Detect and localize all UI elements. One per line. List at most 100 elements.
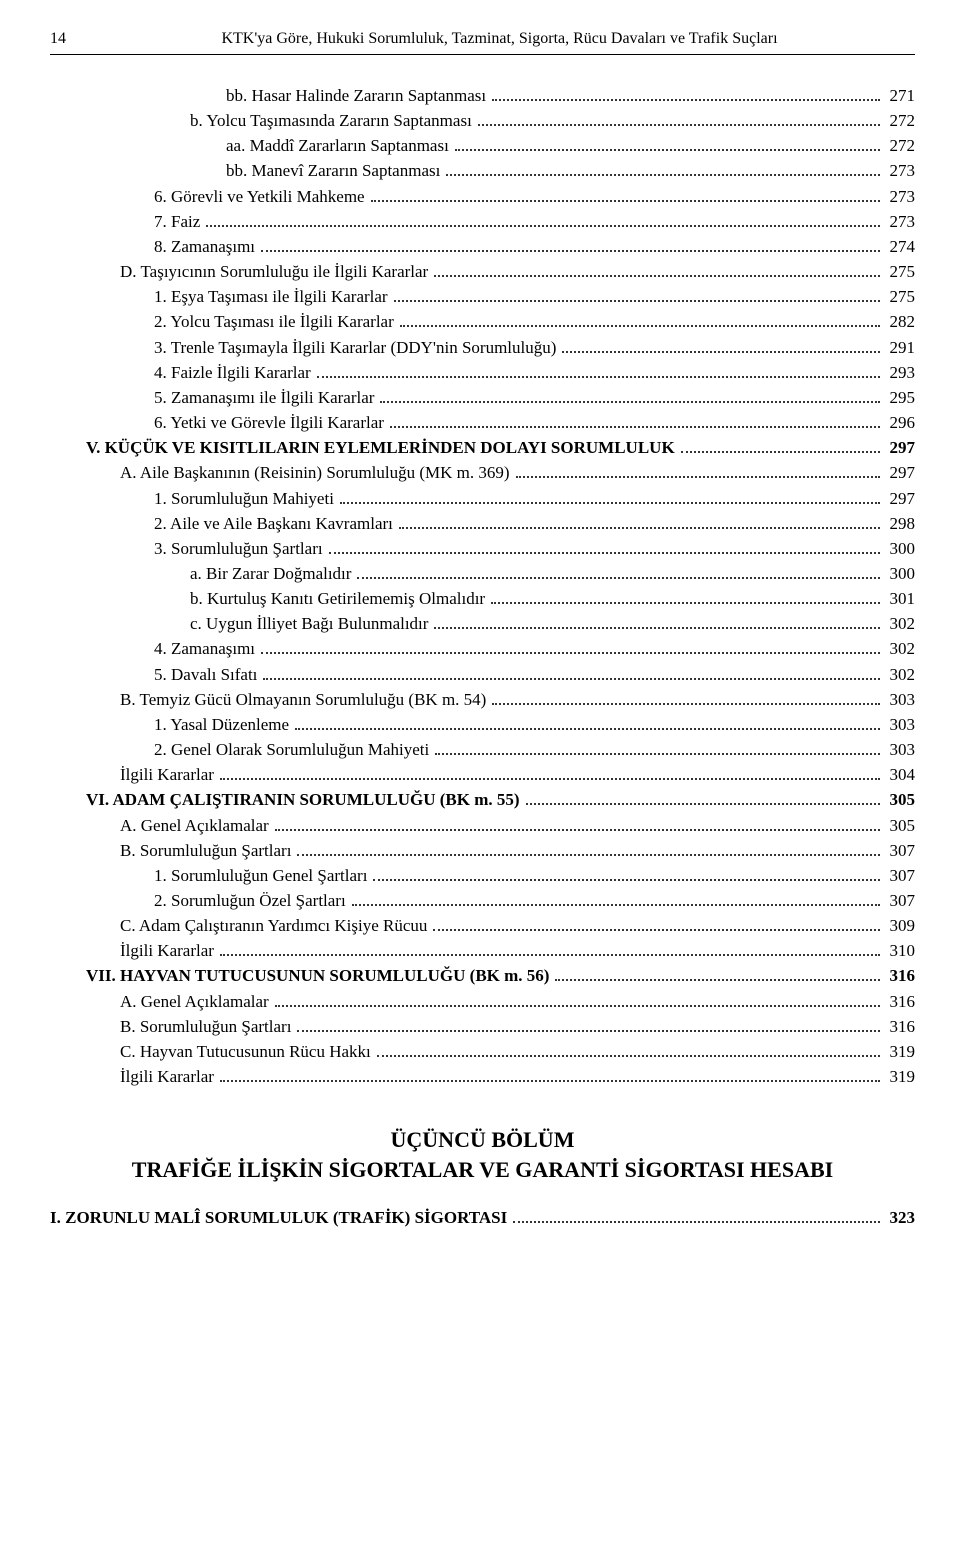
toc-entry: A. Genel Açıklamalar305 [50, 813, 915, 838]
toc-leader-dots [513, 1207, 879, 1223]
page-header: 14 KTK'ya Göre, Hukuki Sorumluluk, Tazmi… [50, 30, 915, 48]
toc-entry: I. ZORUNLU MALÎ SORUMLULUK (TRAFİK) SİGO… [50, 1205, 915, 1230]
document-page: 14 KTK'ya Göre, Hukuki Sorumluluk, Tazmi… [0, 0, 960, 1548]
toc-leader-dots [562, 336, 879, 352]
toc-leader-dots [446, 160, 879, 176]
toc-page-number: 310 [884, 938, 916, 963]
toc-label: VI. ADAM ÇALIŞTIRANIN SORUMLULUĞU (BK m.… [86, 787, 520, 812]
toc-label: 4. Zamanaşımı [154, 636, 255, 661]
toc-label: 4. Faizle İlgili Kararlar [154, 360, 311, 385]
toc-entry: 8. Zamanaşımı274 [50, 234, 915, 259]
toc-leader-dots [275, 814, 880, 830]
header-rule [50, 54, 915, 55]
toc-page-number: 274 [884, 234, 916, 259]
toc-entry: 3. Sorumluluğun Şartları300 [50, 536, 915, 561]
toc-page-number: 271 [884, 83, 916, 108]
header-title: KTK'ya Göre, Hukuki Sorumluluk, Tazminat… [84, 30, 915, 48]
toc-entry: b. Kurtuluş Kanıtı Getirilememiş Olmalıd… [50, 586, 915, 611]
toc-leader-dots [380, 386, 879, 402]
table-of-contents-2: I. ZORUNLU MALÎ SORUMLULUK (TRAFİK) SİGO… [50, 1205, 915, 1230]
toc-leader-dots [340, 487, 880, 503]
toc-leader-dots [555, 965, 879, 981]
toc-page-number: 295 [884, 385, 916, 410]
toc-entry: b. Yolcu Taşımasında Zararın Saptanması2… [50, 108, 915, 133]
toc-page-number: 273 [884, 209, 916, 234]
toc-page-number: 297 [884, 486, 916, 511]
toc-label: 6. Yetki ve Görevle İlgili Kararlar [154, 410, 384, 435]
toc-label: 3. Trenle Taşımayla İlgili Kararlar (DDY… [154, 335, 556, 360]
toc-leader-dots [478, 110, 880, 126]
chapter-title: TRAFİĞE İLİŞKİN SİGORTALAR VE GARANTİ Sİ… [50, 1157, 915, 1183]
toc-leader-dots [206, 210, 879, 226]
toc-entry: 1. Sorumluluğun Mahiyeti297 [50, 486, 915, 511]
toc-entry: İlgili Kararlar 310 [50, 938, 915, 963]
toc-entry: C. Adam Çalıştıranın Yardımcı Kişiye Rüc… [50, 913, 915, 938]
toc-leader-dots [373, 864, 879, 880]
toc-leader-dots [295, 713, 879, 729]
toc-entry: A. Genel Açıklamalar 316 [50, 989, 915, 1014]
toc-label: b. Kurtuluş Kanıtı Getirilememiş Olmalıd… [190, 586, 485, 611]
toc-entry: A. Aile Başkanının (Reisinin) Sorumluluğ… [50, 460, 915, 485]
toc-entry: 6. Yetki ve Görevle İlgili Kararlar 296 [50, 410, 915, 435]
toc-label: B. Sorumluluğun Şartları [120, 1014, 291, 1039]
toc-page-number: 298 [884, 511, 916, 536]
toc-leader-dots [435, 739, 879, 755]
chapter-label: ÜÇÜNCÜ BÖLÜM [50, 1127, 915, 1153]
toc-page-number: 297 [884, 460, 916, 485]
toc-entry: V. KÜÇÜK VE KISITLILARIN EYLEMLERİNDEN D… [50, 435, 915, 460]
toc-leader-dots [434, 261, 879, 277]
toc-leader-dots [297, 1015, 879, 1031]
toc-page-number: 282 [884, 309, 916, 334]
toc-entry: B. Sorumluluğun Şartları 316 [50, 1014, 915, 1039]
toc-leader-dots [434, 613, 879, 629]
toc-page-number: 272 [884, 133, 916, 158]
toc-label: 2. Yolcu Taşıması ile İlgili Kararlar [154, 309, 394, 334]
toc-entry: İlgili Kararlar319 [50, 1064, 915, 1089]
toc-label: bb. Manevî Zararın Saptanması [226, 158, 440, 183]
toc-entry: 2. Aile ve Aile Başkanı Kavramları298 [50, 511, 915, 536]
page-number: 14 [50, 30, 66, 48]
toc-entry: c. Uygun İlliyet Bağı Bulunmalıdır302 [50, 611, 915, 636]
toc-leader-dots [390, 412, 880, 428]
toc-label: A. Genel Açıklamalar [120, 989, 269, 1014]
toc-leader-dots [399, 512, 880, 528]
toc-leader-dots [526, 789, 880, 805]
toc-label: D. Taşıyıcının Sorumluluğu ile İlgili Ka… [120, 259, 428, 284]
toc-entry: bb. Manevî Zararın Saptanması 273 [50, 158, 915, 183]
toc-page-number: 319 [884, 1064, 916, 1089]
toc-label: V. KÜÇÜK VE KISITLILARIN EYLEMLERİNDEN D… [86, 435, 675, 460]
toc-leader-dots [492, 85, 879, 101]
toc-label: A. Aile Başkanının (Reisinin) Sorumluluğ… [120, 460, 510, 485]
toc-entry: 1. Eşya Taşıması ile İlgili Kararlar 275 [50, 284, 915, 309]
toc-page-number: 316 [884, 989, 916, 1014]
toc-leader-dots [220, 1066, 880, 1082]
toc-entry: aa. Maddî Zararların Saptanması272 [50, 133, 915, 158]
toc-page-number: 273 [884, 158, 916, 183]
toc-entry: a. Bir Zarar Doğmalıdır300 [50, 561, 915, 586]
toc-page-number: 291 [884, 335, 916, 360]
toc-entry: VII. HAYVAN TUTUCUSUNUN SORUMLULUĞU (BK … [50, 963, 915, 988]
toc-page-number: 305 [884, 787, 916, 812]
toc-leader-dots [681, 437, 880, 453]
toc-label: İlgili Kararlar [120, 762, 214, 787]
toc-label: C. Hayvan Tutucusunun Rücu Hakkı [120, 1039, 371, 1064]
toc-page-number: 316 [884, 1014, 916, 1039]
toc-page-number: 296 [884, 410, 916, 435]
toc-leader-dots [492, 688, 879, 704]
toc-entry: VI. ADAM ÇALIŞTIRANIN SORUMLULUĞU (BK m.… [50, 787, 915, 812]
toc-entry: 1. Sorumluluğun Genel Şartları307 [50, 863, 915, 888]
toc-page-number: 303 [884, 737, 916, 762]
toc-label: 1. Eşya Taşıması ile İlgili Kararlar [154, 284, 388, 309]
toc-page-number: 303 [884, 712, 916, 737]
toc-page-number: 300 [884, 561, 916, 586]
toc-entry: 4. Zamanaşımı302 [50, 636, 915, 661]
toc-page-number: 275 [884, 284, 916, 309]
toc-leader-dots [394, 286, 880, 302]
toc-entry: 2. Sorumluğun Özel Şartları307 [50, 888, 915, 913]
toc-leader-dots [261, 236, 879, 252]
toc-label: A. Genel Açıklamalar [120, 813, 269, 838]
table-of-contents: bb. Hasar Halinde Zararın Saptanması271b… [50, 83, 915, 1089]
toc-label: İlgili Kararlar [120, 938, 214, 963]
toc-page-number: 309 [884, 913, 916, 938]
toc-label: 1. Sorumluluğun Genel Şartları [154, 863, 367, 888]
